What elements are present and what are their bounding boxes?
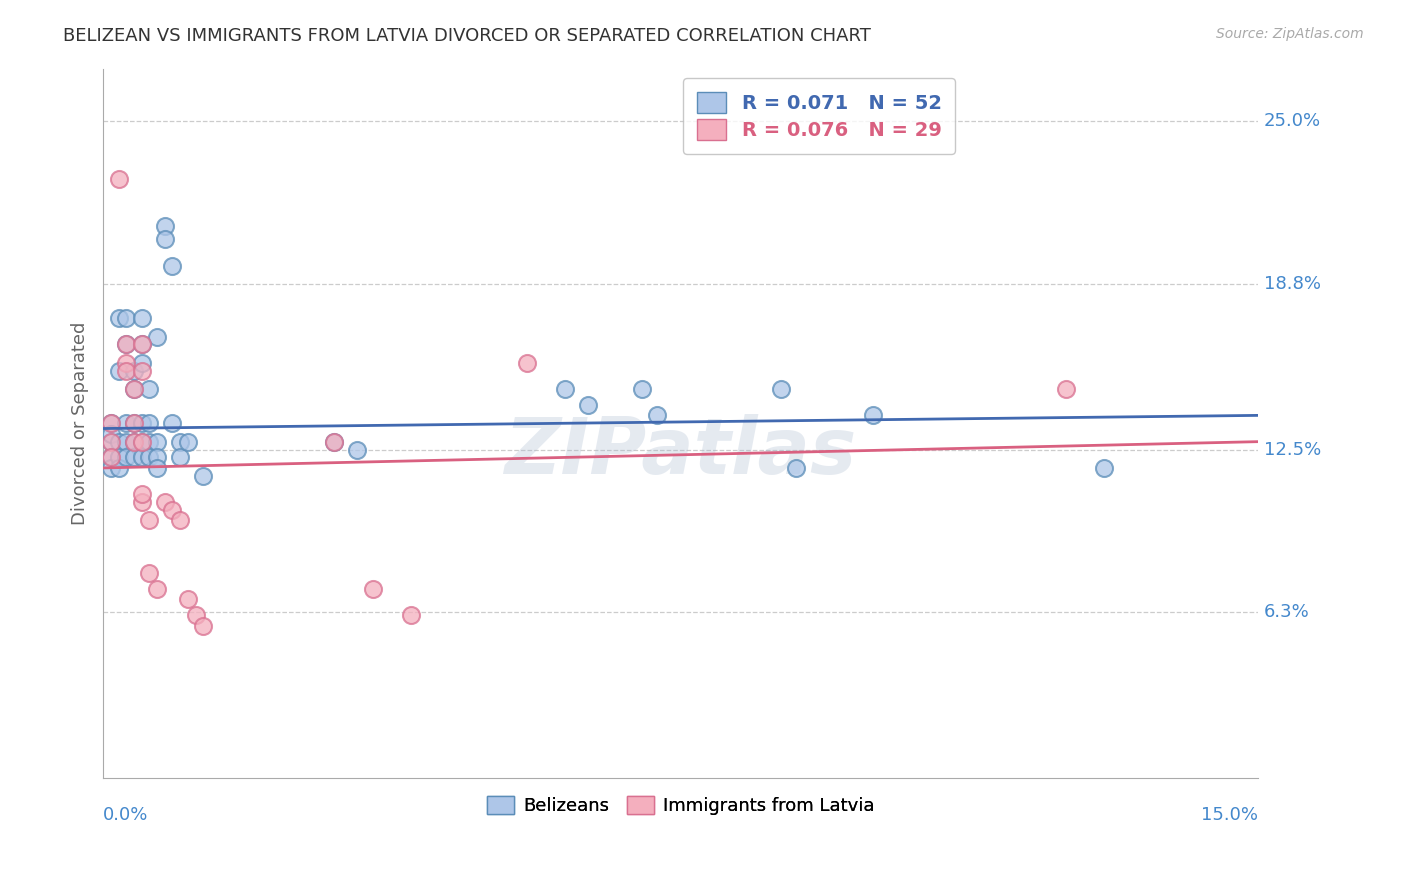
Point [107, 172, 129, 186]
Text: 15.0%: 15.0% [1201, 806, 1258, 824]
Point [361, 582, 384, 596]
Point [115, 311, 138, 326]
Point [131, 495, 153, 509]
Point [554, 382, 576, 396]
Point [100, 450, 122, 465]
Point [122, 364, 145, 378]
Point [193, 618, 215, 632]
Text: 12.5%: 12.5% [1264, 441, 1322, 458]
Point [115, 417, 138, 431]
Point [100, 450, 122, 465]
Point [107, 434, 129, 449]
Point [184, 608, 207, 623]
Text: 6.3%: 6.3% [1264, 604, 1309, 622]
Legend: R = 0.071   N = 52, R = 0.076   N = 29: R = 0.071 N = 52, R = 0.076 N = 29 [683, 78, 955, 153]
Point [146, 461, 169, 475]
Y-axis label: Divorced or Separated: Divorced or Separated [72, 322, 89, 525]
Point [631, 382, 654, 396]
Point [100, 461, 122, 475]
Point [1092, 461, 1115, 475]
Text: ZIPatlas: ZIPatlas [505, 414, 856, 490]
Point [122, 434, 145, 449]
Point [146, 582, 169, 596]
Point [115, 356, 138, 370]
Point [346, 442, 368, 457]
Text: 25.0%: 25.0% [1264, 112, 1320, 130]
Point [131, 356, 153, 370]
Point [647, 409, 669, 423]
Point [131, 487, 153, 501]
Point [107, 450, 129, 465]
Text: BELIZEAN VS IMMIGRANTS FROM LATVIA DIVORCED OR SEPARATED CORRELATION CHART: BELIZEAN VS IMMIGRANTS FROM LATVIA DIVOR… [63, 27, 872, 45]
Point [153, 219, 176, 234]
Text: 0.0%: 0.0% [103, 806, 149, 824]
Point [107, 461, 129, 475]
Point [131, 434, 153, 449]
Point [177, 434, 200, 449]
Point [162, 503, 184, 517]
Point [169, 450, 191, 465]
Point [193, 468, 215, 483]
Point [177, 592, 200, 607]
Point [153, 232, 176, 246]
Point [131, 311, 153, 326]
Text: 18.8%: 18.8% [1264, 275, 1320, 293]
Text: Source: ZipAtlas.com: Source: ZipAtlas.com [1216, 27, 1364, 41]
Point [169, 434, 191, 449]
Point [138, 514, 160, 528]
Point [115, 337, 138, 351]
Point [399, 608, 422, 623]
Point [146, 450, 169, 465]
Point [576, 398, 599, 412]
Point [131, 417, 153, 431]
Point [131, 434, 153, 449]
Point [115, 434, 138, 449]
Point [785, 461, 807, 475]
Point [862, 409, 884, 423]
Point [115, 337, 138, 351]
Point [138, 434, 160, 449]
Point [115, 364, 138, 378]
Point [122, 450, 145, 465]
Point [146, 434, 169, 449]
Point [131, 337, 153, 351]
Point [162, 259, 184, 273]
Point [100, 434, 122, 449]
Point [138, 566, 160, 580]
Point [769, 382, 792, 396]
Point [107, 311, 129, 326]
Point [122, 382, 145, 396]
Point [1054, 382, 1077, 396]
Point [115, 450, 138, 465]
Point [138, 417, 160, 431]
Point [131, 364, 153, 378]
Point [516, 356, 538, 370]
Point [122, 434, 145, 449]
Point [162, 417, 184, 431]
Point [169, 514, 191, 528]
Point [131, 337, 153, 351]
Point [100, 417, 122, 431]
Point [131, 450, 153, 465]
Point [122, 417, 145, 431]
Point [107, 364, 129, 378]
Point [100, 426, 122, 441]
Point [146, 329, 169, 343]
Point [122, 382, 145, 396]
Point [122, 417, 145, 431]
Point [100, 434, 122, 449]
Point [138, 382, 160, 396]
Point [323, 434, 346, 449]
Point [153, 495, 176, 509]
Point [100, 417, 122, 431]
Point [138, 450, 160, 465]
Point [323, 434, 346, 449]
